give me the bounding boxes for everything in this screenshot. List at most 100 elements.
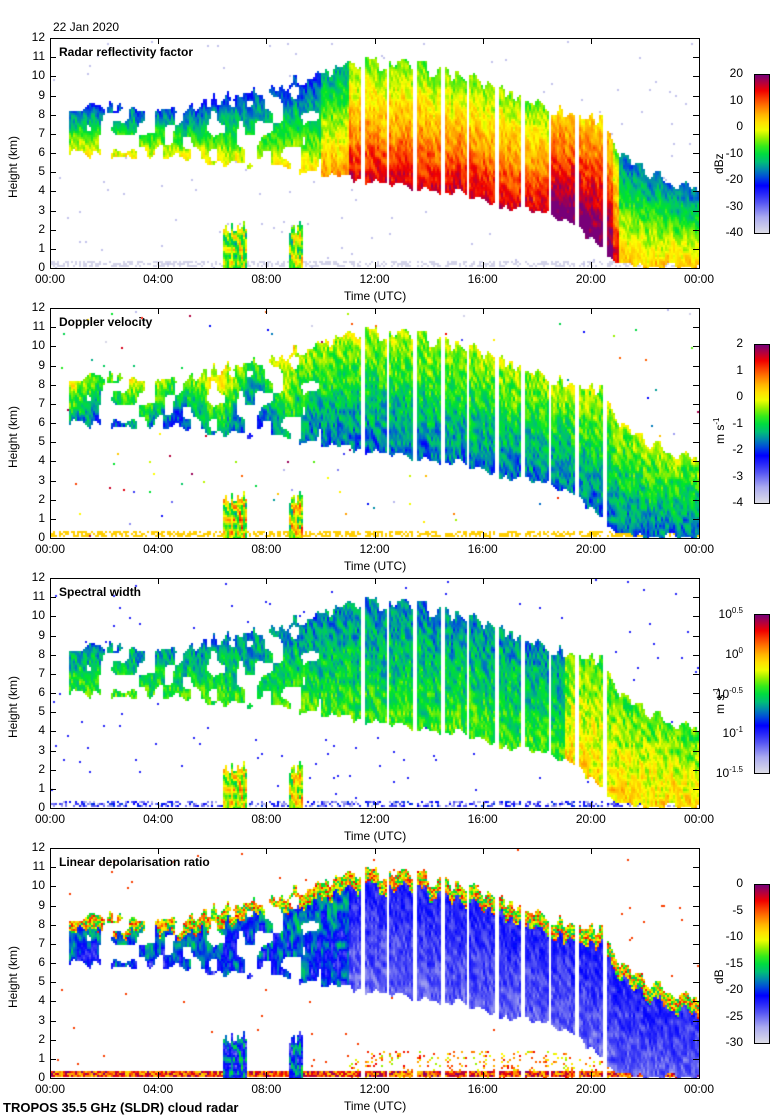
y-tick-mark: [693, 1058, 699, 1060]
x-tick-mark: [158, 1072, 160, 1078]
x-tick-mark: [699, 532, 700, 538]
x-tick-mark: [590, 802, 592, 808]
y-tick-label: 5: [38, 164, 45, 179]
tick-exponent: 0: [738, 645, 743, 655]
unit-base: m s: [713, 424, 727, 444]
panel-width: Spectral width 0 1 2 3 4 5 6 7 8 9 10 11 12 00:00 04:00…: [0, 570, 780, 848]
x-tick-label: 16:00: [467, 542, 498, 556]
colorbar-tick-label: -20: [725, 172, 743, 186]
y-tick-mark: [50, 210, 56, 212]
x-tick-label: 00:00: [34, 1082, 66, 1096]
y-tick-mark: [693, 95, 699, 97]
y-tick-mark: [50, 384, 56, 386]
y-tick-label: 4: [38, 453, 45, 468]
y-tick-label: 11: [32, 589, 45, 604]
colorbar-tick-label: -15: [725, 955, 743, 970]
x-tick-mark: [482, 38, 484, 44]
y-tick-mark: [693, 750, 699, 752]
y-tick-label: 10: [31, 878, 45, 893]
x-tick-label: 20:00: [575, 812, 606, 826]
y-tick-mark: [50, 229, 56, 231]
y-tick-label: 9: [38, 87, 45, 102]
y-tick-mark: [50, 365, 56, 367]
x-tick-mark: [482, 308, 484, 314]
y-tick-label: 2: [38, 491, 45, 506]
x-tick-mark: [266, 1072, 268, 1078]
colorbar-unit-label: dB: [712, 969, 726, 984]
y-tick-mark: [50, 731, 56, 733]
y-axis-label: Height (km): [6, 135, 20, 198]
y-tick-label: 10: [31, 68, 45, 83]
y-tick-label: 8: [38, 106, 45, 121]
x-tick-mark: [266, 38, 268, 44]
x-tick-mark: [590, 308, 592, 314]
y-tick-mark: [50, 461, 56, 463]
y-tick-mark: [50, 442, 56, 444]
y-tick-label: 4: [38, 183, 45, 198]
y-tick-mark: [50, 114, 56, 116]
y-tick-mark: [50, 886, 56, 888]
x-tick-mark: [50, 308, 51, 314]
colorbar-tick-label: 1: [736, 362, 743, 377]
y-tick-label: 5: [38, 974, 45, 989]
colorbar: [754, 74, 770, 234]
x-tick-mark: [374, 262, 376, 268]
y-tick-label: 6: [38, 685, 45, 699]
y-tick-mark: [693, 268, 699, 269]
unit-base: m s: [713, 694, 727, 714]
y-tick-label: 11: [32, 319, 45, 334]
y-tick-label: 6: [38, 415, 45, 429]
colorbar-unit-label: dBz: [712, 153, 726, 174]
x-tick-label: 16:00: [467, 1082, 498, 1096]
y-tick-mark: [693, 1020, 699, 1022]
y-tick-mark: [50, 924, 56, 926]
y-tick-mark: [50, 712, 56, 714]
colorbar-tick-label: 20: [729, 66, 743, 80]
y-tick-mark: [50, 1058, 56, 1060]
y-tick-mark: [50, 538, 56, 539]
y-tick-mark: [693, 597, 699, 599]
y-tick-mark: [50, 403, 56, 405]
y-tick-label: 0: [38, 530, 45, 544]
y-tick-mark: [693, 480, 699, 482]
y-tick-mark: [50, 1078, 56, 1079]
y-tick-label: 0: [38, 260, 45, 274]
y-tick-mark: [50, 654, 56, 656]
y-tick-mark: [50, 905, 56, 907]
x-tick-mark: [590, 262, 592, 268]
colorbar-tick-label: 0: [736, 876, 743, 890]
x-axis-label: Time (UTC): [344, 559, 407, 573]
y-tick-mark: [50, 38, 56, 39]
x-tick-mark: [158, 38, 160, 44]
y-tick-mark: [50, 248, 56, 250]
y-tick-mark: [693, 346, 699, 348]
x-tick-mark: [50, 578, 51, 584]
x-tick-mark: [699, 38, 700, 44]
tick-exponent: 0.5: [731, 606, 743, 615]
y-tick-mark: [693, 1001, 699, 1003]
colorbar: [754, 344, 770, 504]
x-tick-label: 12:00: [359, 812, 390, 826]
y-tick-label: 3: [38, 202, 45, 217]
tick-base: 10: [715, 686, 730, 701]
y-tick-label: 8: [38, 646, 45, 661]
y-tick-mark: [50, 57, 56, 59]
x-tick-label: 20:00: [575, 272, 606, 286]
y-tick-mark: [50, 191, 56, 193]
x-tick-label: 08:00: [251, 272, 282, 286]
reflectivity-heatmap: [51, 39, 699, 268]
colorbar-tick-label: -2: [732, 442, 743, 456]
x-tick-mark: [50, 262, 51, 268]
x-tick-mark: [158, 262, 160, 268]
y-tick-label: 3: [38, 742, 45, 757]
colorbar-tick-label: -10: [725, 145, 743, 160]
y-tick-mark: [50, 172, 56, 174]
y-tick-mark: [693, 442, 699, 444]
colorbar-tick-label: 2: [736, 336, 743, 350]
panel-ldr: Linear depolarisation ratio 0 1 2 3 4 5 6 7 8 9 10 1…: [0, 840, 780, 1118]
tick-base: 10: [718, 607, 732, 621]
instrument-label: TROPOS 35.5 GHz (SLDR) cloud radar: [3, 1100, 239, 1115]
y-tick-label: 12: [31, 300, 45, 314]
colorbar-tick-label: -40: [725, 225, 743, 239]
x-tick-label: 00:00: [34, 812, 66, 826]
